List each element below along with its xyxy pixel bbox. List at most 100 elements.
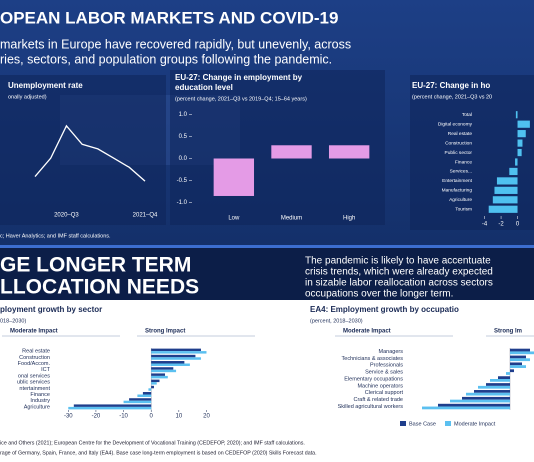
legend-swatch xyxy=(400,421,406,426)
x-tick-label: Low xyxy=(228,216,240,222)
bar xyxy=(151,382,157,385)
bar xyxy=(510,355,526,359)
bar xyxy=(462,396,510,400)
category-label: Food/Accom. xyxy=(18,361,51,367)
panel-label: Moderate Impact xyxy=(10,329,58,335)
bar xyxy=(492,196,518,204)
category-label: Services... xyxy=(450,169,472,175)
bar xyxy=(510,362,522,366)
bar xyxy=(151,375,168,379)
footer: rage of Germany, Spain, France, and Ital… xyxy=(0,450,317,456)
bar xyxy=(151,357,201,360)
bar xyxy=(510,348,530,352)
bar xyxy=(151,369,177,373)
chart-title: ployment growth by sector xyxy=(0,305,102,314)
x-tick-label: 2020–Q3 xyxy=(54,213,79,219)
chart-subtitle: (percent change, 2021–Q3 vs 20 xyxy=(412,94,492,100)
bar xyxy=(450,399,510,403)
y-tick-label: -1.0 xyxy=(177,200,188,206)
chart-title: EU-27: Change in employment by xyxy=(175,73,303,82)
x-tick-label: -4 xyxy=(482,222,488,228)
category-label: Entertainment xyxy=(442,178,473,184)
bar xyxy=(73,404,152,407)
panel-label: Strong Impact xyxy=(145,329,185,335)
bar xyxy=(129,398,152,401)
category-label: Professionals xyxy=(370,363,403,369)
bar xyxy=(151,367,174,370)
section-text: crisis trends, which were already expect… xyxy=(305,267,493,278)
bar xyxy=(438,403,510,407)
bar xyxy=(496,177,518,185)
bar xyxy=(478,385,510,389)
category-label: Manufacturing xyxy=(442,188,473,194)
bar xyxy=(151,379,160,383)
section-band xyxy=(0,245,534,300)
legend-label: Moderate Impact xyxy=(454,421,496,427)
bar xyxy=(517,130,526,138)
legend-label: Base Case xyxy=(409,421,436,427)
bar xyxy=(142,392,152,395)
subtitle: ries, sectors, and population groups fol… xyxy=(0,52,332,66)
bar xyxy=(328,145,370,159)
bar xyxy=(510,358,530,362)
bar xyxy=(490,379,510,382)
bar xyxy=(151,351,207,354)
title: OPEAN LABOR MARKETS AND COVID-19 xyxy=(0,8,338,27)
bar xyxy=(510,369,514,373)
category-label: ublic services xyxy=(17,380,50,386)
x-tick-label: -2 xyxy=(498,222,504,228)
section-text: The pandemic is likely to have accentuat… xyxy=(305,256,491,267)
bar xyxy=(498,376,510,379)
x-tick-label: 0 xyxy=(516,222,520,228)
y-tick-label: 0.0 xyxy=(179,156,188,162)
category-label: Skilled agricultural workers xyxy=(338,404,404,410)
bar xyxy=(148,388,152,391)
y-tick-label: 0.5 xyxy=(179,134,188,140)
bar xyxy=(510,365,526,368)
line-series xyxy=(34,124,146,182)
chart-title: Unemployment rate xyxy=(8,81,83,90)
section-text: in sizable labor reallocation across sec… xyxy=(305,278,493,289)
category-label: Craft & related trade xyxy=(353,397,403,403)
x-tick-label: Medium xyxy=(281,216,302,222)
y-tick-label: 1.0 xyxy=(179,112,188,118)
bar xyxy=(494,186,518,194)
bar xyxy=(474,390,510,393)
bar xyxy=(466,392,510,396)
bar xyxy=(517,139,523,147)
section-text: occupations over the longer term. xyxy=(305,289,453,300)
category-label: Public sector xyxy=(445,150,473,156)
bar xyxy=(151,363,190,366)
category-label: Machine operators xyxy=(357,383,403,389)
chart-title: EU-27: Change in ho xyxy=(412,81,490,90)
category-label: Finance xyxy=(455,159,472,165)
bar xyxy=(422,406,510,410)
bar xyxy=(517,148,522,157)
category-label: onal services xyxy=(18,373,50,379)
category-label: Agriculture xyxy=(449,197,472,203)
section-stripe xyxy=(0,245,534,248)
chart-title: EA4: Employment growth by occupatio xyxy=(310,305,459,314)
bar xyxy=(486,383,510,386)
section-title: LLOCATION NEEDS xyxy=(0,276,199,299)
bar xyxy=(509,167,518,176)
source: c; Haver Analytics; and IMF staff calcul… xyxy=(0,233,111,239)
panel xyxy=(0,75,166,225)
category-label: Real estate xyxy=(22,349,50,355)
bar xyxy=(151,361,185,364)
category-label: Clerical support xyxy=(365,390,404,396)
bar xyxy=(271,145,312,159)
category-label: Agriculture xyxy=(24,404,50,410)
x-tick-label: -30 xyxy=(64,414,73,420)
bar xyxy=(137,394,152,397)
category-label: Managers xyxy=(379,349,404,355)
chart-subtitle: (percent, 2018–2030) xyxy=(310,318,363,324)
category-label: Construction xyxy=(445,140,472,146)
bar xyxy=(151,354,196,358)
category-label: ICT xyxy=(41,367,51,373)
category-label: Total xyxy=(462,112,472,118)
category-label: Industry xyxy=(30,398,50,404)
category-label: Technicians & associates xyxy=(342,356,404,362)
